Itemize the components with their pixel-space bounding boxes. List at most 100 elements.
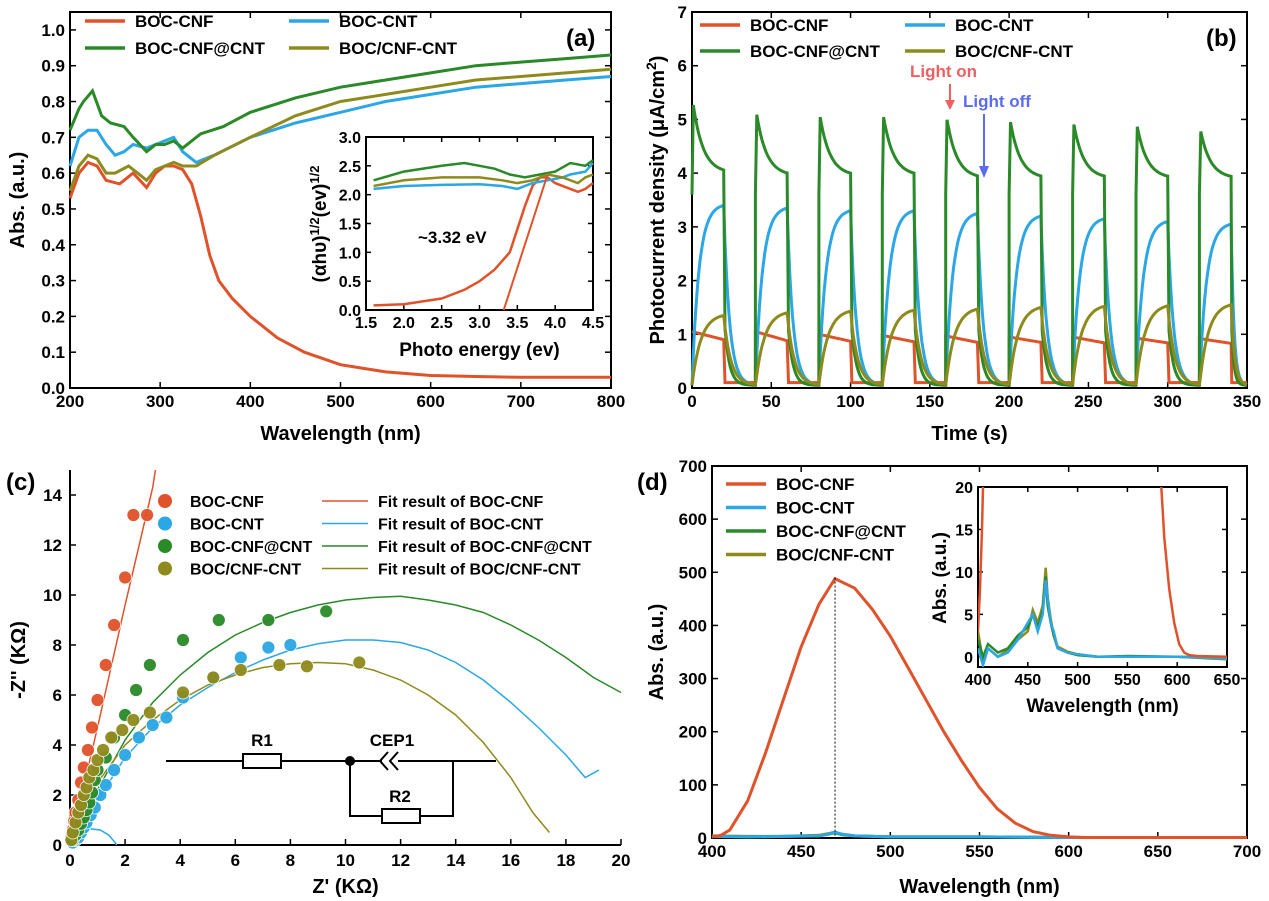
data-point-boc-cnt bbox=[118, 748, 132, 762]
y-tick-label: 7 bbox=[678, 3, 687, 22]
y-tick-label: 14 bbox=[43, 486, 62, 505]
legend-label: BOC-CNF bbox=[776, 475, 854, 494]
x-tick-label: 400 bbox=[698, 842, 726, 861]
panel-label: (d) bbox=[637, 469, 668, 496]
y-tick-label: 200 bbox=[679, 723, 707, 742]
y-tick-label: 0.4 bbox=[41, 236, 65, 255]
data-point-boc-cnf-cnt bbox=[176, 633, 190, 647]
x-tick-label: 3.5 bbox=[506, 315, 528, 332]
y-tick-label: 0.5 bbox=[41, 200, 65, 219]
data-point-boc-cnt bbox=[131, 730, 146, 745]
y-axis-label: -Z'' (KΩ) bbox=[8, 621, 30, 699]
inset-line-boc-cnf bbox=[373, 176, 594, 307]
x-tick-label: 4 bbox=[175, 851, 185, 870]
x-tick-label: 300 bbox=[146, 392, 174, 411]
legend-fit-label: Fit result of BOC-CNF bbox=[378, 494, 544, 511]
y-tick-label: 6 bbox=[53, 686, 62, 705]
data-point-boc-cnf-cnt bbox=[142, 705, 157, 720]
legend-label: BOC-CNT bbox=[339, 12, 418, 31]
legend-marker bbox=[158, 516, 172, 531]
x-tick-label: 550 bbox=[1114, 672, 1141, 689]
series-line-boc-cnf-cnt bbox=[68, 53, 612, 154]
data-point-boc-cnf bbox=[107, 618, 121, 632]
x-tick-label: 350 bbox=[1233, 392, 1261, 411]
y-tick-label: 3.0 bbox=[339, 130, 361, 147]
data-point-boc-cnf-cnt bbox=[96, 743, 110, 757]
x-tick-label: 800 bbox=[597, 392, 625, 411]
x-tick-label: 500 bbox=[876, 842, 904, 861]
legend-label: BOC-CNF@CNT bbox=[776, 522, 907, 541]
x-tick-label: 20 bbox=[612, 851, 631, 870]
x-tick-label: 2 bbox=[120, 851, 129, 870]
y-tick-label: 0.1 bbox=[41, 343, 65, 362]
inset-plot-area bbox=[978, 487, 1227, 667]
data-point-boc-cnf-cnt bbox=[206, 670, 221, 685]
panel-d: 400 450 500 550 600 650 7000100200300400500600… bbox=[637, 457, 1261, 898]
data-point-boc-cnt bbox=[159, 710, 174, 725]
legend-marker bbox=[158, 561, 172, 576]
x-tick-label: 500 bbox=[1064, 672, 1091, 689]
data-point-boc-cnf bbox=[81, 743, 95, 757]
data-point-boc-cnf bbox=[85, 720, 99, 735]
resistor-r2 bbox=[381, 808, 421, 824]
label-part: ) bbox=[647, 56, 669, 63]
legend-label: BOC-CNF bbox=[135, 12, 213, 31]
legend-label: BOC-CNF@CNT bbox=[750, 42, 881, 61]
y-tick-label: 12 bbox=[43, 536, 62, 555]
x-tick-label: 200 bbox=[56, 392, 84, 411]
data-point-boc-cnf-cnt bbox=[211, 613, 226, 627]
y-tick-label: 15 bbox=[955, 522, 973, 539]
y-tick-label: 700 bbox=[679, 457, 707, 476]
label-part: (ev) bbox=[310, 184, 331, 218]
cpe-element bbox=[378, 751, 399, 771]
panel-b: 0 50 100 150 200 250 300 350 0 1 2 3 4 5 6 7 Time (s) Pho… bbox=[643, 3, 1261, 445]
legend-label: BOC-CNF bbox=[750, 16, 828, 35]
legend-label: BOC/CNF-CNT bbox=[955, 42, 1074, 61]
x-tick-label: 10 bbox=[336, 851, 355, 870]
y-tick-label: 1.0 bbox=[339, 245, 361, 262]
series-line-boc-cnf-cnt bbox=[690, 104, 1247, 387]
x-tick-label: 700 bbox=[1233, 842, 1261, 861]
legend-label: BOC-CNT bbox=[190, 517, 264, 534]
y-tick-label: 4 bbox=[53, 736, 63, 755]
y-axis-label: Abs. (a.u.) bbox=[7, 152, 29, 249]
x-tick-label: 6 bbox=[231, 851, 240, 870]
circuit-wire-parallel bbox=[349, 761, 454, 817]
series-line-boc-cnf bbox=[691, 329, 1247, 385]
data-point-boc-cnf-cnt bbox=[115, 723, 130, 737]
x-tick-label: 600 bbox=[1054, 842, 1082, 861]
resistor-r1 bbox=[242, 753, 282, 769]
y-tick-label: 10 bbox=[43, 586, 62, 605]
legend-fit-label: Fit result of BOC/CNF-CNT bbox=[378, 562, 581, 579]
x-tick-label: 3.0 bbox=[468, 315, 490, 332]
y-tick-label: 400 bbox=[679, 616, 707, 635]
circuit-label-r1: R1 bbox=[251, 731, 273, 750]
y-tick-label: 0.9 bbox=[41, 57, 65, 76]
y-tick-label: 5 bbox=[964, 607, 973, 624]
x-tick-label: 12 bbox=[391, 851, 410, 870]
inset-y-axis-label: Abs. (a.u.) bbox=[930, 532, 951, 624]
inset-line-boc-cnf bbox=[978, 487, 985, 632]
x-axis-label: Z' (KΩ) bbox=[312, 876, 378, 898]
legend-marker bbox=[158, 494, 172, 508]
x-tick-label: 1.5 bbox=[355, 315, 377, 332]
data-point-boc-cnf-cnt bbox=[104, 730, 119, 745]
legend-label: BOC-CNF@CNT bbox=[190, 539, 312, 556]
x-tick-label: 0 bbox=[687, 392, 696, 411]
x-tick-label: 100 bbox=[836, 392, 864, 411]
series-line-boc-cnt bbox=[690, 203, 1248, 387]
x-tick-label: 4.5 bbox=[582, 315, 604, 332]
data-point-boc-cnf-cnt bbox=[176, 685, 190, 700]
data-point-boc-cnt bbox=[145, 718, 160, 732]
data-point-boc-cnf-cnt bbox=[126, 713, 141, 727]
y-tick-label: 0.3 bbox=[41, 272, 65, 291]
legend-fit-label: Fit result of BOC-CNT bbox=[378, 517, 544, 534]
x-axis-label: Wavelength (nm) bbox=[260, 423, 420, 445]
data-point-boc-cnf bbox=[98, 658, 113, 672]
x-tick-label: 50 bbox=[762, 392, 781, 411]
inset-x-axis-label: Photo energy (ev) bbox=[399, 340, 559, 361]
y-tick-label: 20 bbox=[955, 480, 973, 497]
data-point-boc-cnf-cnt bbox=[233, 663, 248, 677]
data-point-boc-cnf-cnt bbox=[299, 659, 314, 674]
